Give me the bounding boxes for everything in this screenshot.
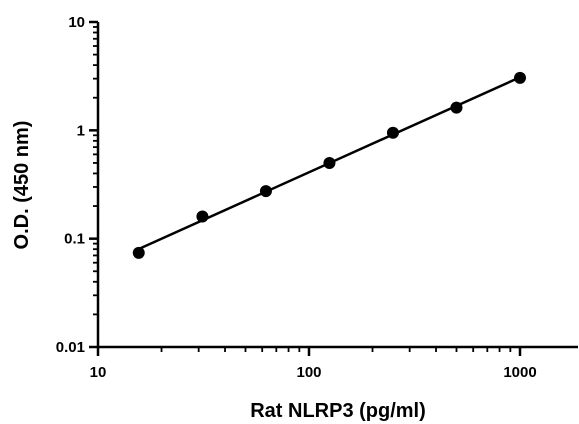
y-axis-ticks: 0.01 0.1 1 10: [56, 14, 98, 356]
y-axis-title: O.D. (450 nm): [11, 121, 33, 250]
x-tick-label: 10: [90, 364, 107, 381]
x-tick-label: 100: [296, 364, 321, 381]
x-axis-title: Rat NLRP3 (pg/ml): [250, 400, 426, 422]
data-point: [514, 71, 526, 84]
x-tick-label: 1000: [503, 364, 536, 381]
data-points: [132, 71, 526, 259]
plot-area: 0.01 0.1 1 10 10 100 1000: [56, 14, 578, 381]
data-point: [323, 156, 336, 169]
y-tick-label: 10: [68, 14, 85, 31]
x-axis-ticks: 10 100 1000: [90, 347, 537, 381]
data-point: [132, 246, 145, 259]
data-point: [386, 126, 399, 139]
data-point: [450, 101, 463, 114]
y-tick-label: 0.01: [56, 339, 85, 356]
y-tick-label: 1: [77, 122, 85, 139]
data-point: [259, 185, 272, 198]
y-tick-label: 0.1: [64, 231, 85, 248]
data-point: [196, 210, 209, 223]
